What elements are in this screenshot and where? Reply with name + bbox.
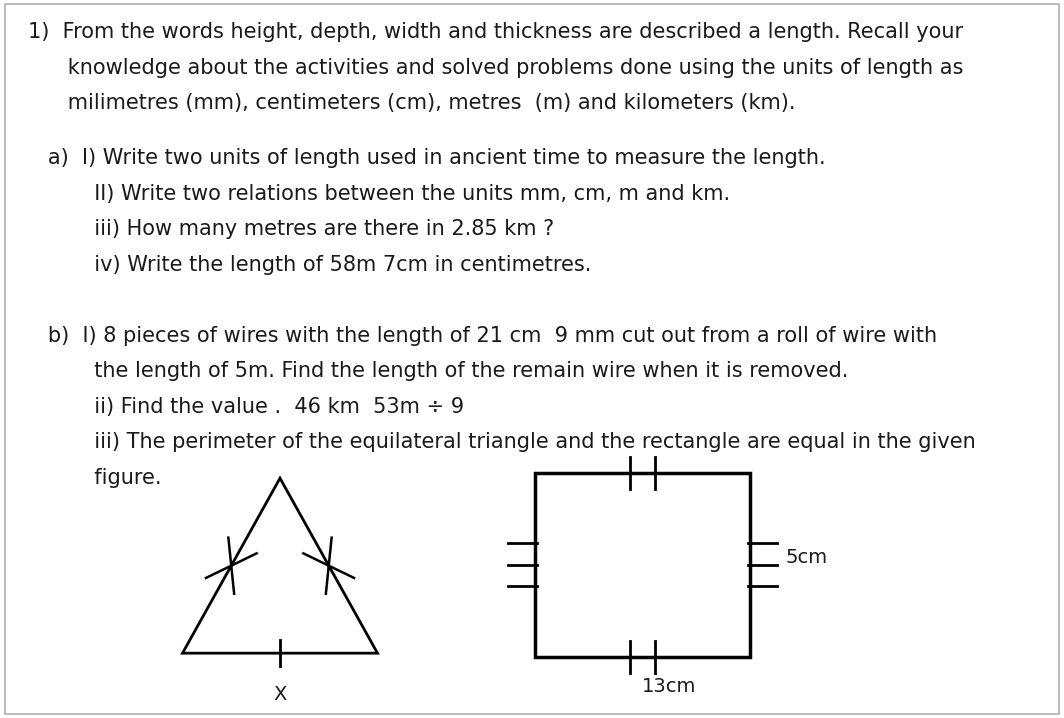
Text: 1)  From the words height, depth, width and thickness are described a length. Re: 1) From the words height, depth, width a… — [28, 22, 963, 42]
Text: iv) Write the length of 58m 7cm in centimetres.: iv) Write the length of 58m 7cm in centi… — [28, 254, 592, 274]
Text: X: X — [273, 686, 286, 704]
Text: iii) How many metres are there in 2.85 km ?: iii) How many metres are there in 2.85 k… — [28, 219, 554, 239]
Text: iii) The perimeter of the equilateral triangle and the rectangle are equal in th: iii) The perimeter of the equilateral tr… — [28, 432, 976, 452]
Text: figure.: figure. — [28, 467, 162, 488]
Bar — [535, 473, 750, 657]
Text: 13cm: 13cm — [642, 677, 696, 696]
Text: 5cm: 5cm — [785, 549, 827, 567]
Text: the length of 5m. Find the length of the remain wire when it is removed.: the length of 5m. Find the length of the… — [28, 361, 848, 381]
Text: knowledge about the activities and solved problems done using the units of lengt: knowledge about the activities and solve… — [28, 57, 963, 78]
Text: ii) Find the value .  46 km  53m ÷ 9: ii) Find the value . 46 km 53m ÷ 9 — [28, 396, 464, 416]
Text: milimetres (mm), centimeters (cm), metres  (m) and kilometers (km).: milimetres (mm), centimeters (cm), metre… — [28, 93, 796, 113]
Text: b)  I) 8 pieces of wires with the length of 21 cm  9 mm cut out from a roll of w: b) I) 8 pieces of wires with the length … — [28, 325, 937, 345]
Text: II) Write two relations between the units mm, cm, m and km.: II) Write two relations between the unit… — [28, 184, 730, 203]
Text: a)  I) Write two units of length used in ancient time to measure the length.: a) I) Write two units of length used in … — [28, 148, 826, 168]
